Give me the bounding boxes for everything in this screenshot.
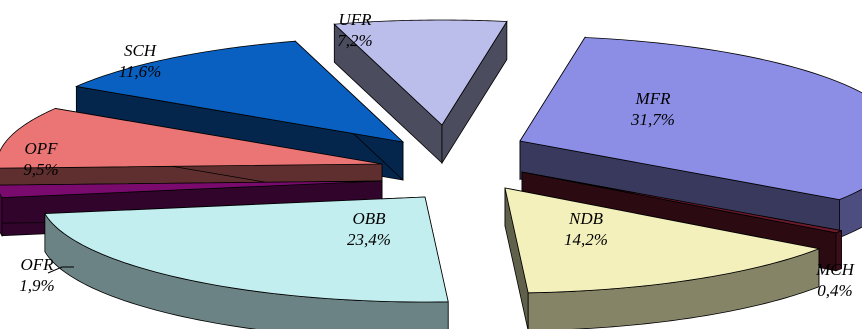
leader-line	[47, 266, 74, 274]
slice-obb	[44, 196, 449, 329]
slice-value-label: 0,4%	[817, 281, 852, 300]
slice-top	[333, 19, 508, 126]
slice-value-label: 7,2%	[337, 31, 372, 50]
slice-value-label: 1,9%	[19, 276, 54, 295]
slice-mfr	[519, 36, 862, 239]
slice-name-label: MFR	[635, 89, 672, 108]
slice-top	[504, 187, 821, 294]
label-opf: OPF 9,5%	[23, 139, 58, 179]
slice-top	[74, 40, 405, 143]
slice-name-label: MCH	[815, 260, 856, 279]
slice-value-label: 11,6%	[119, 62, 162, 81]
slice-name-label: NDB	[568, 209, 604, 228]
label-ufr: UFR 7,2%	[337, 10, 372, 50]
slice-value-label: 23,4%	[347, 230, 391, 249]
slice-name-label: UFR	[338, 10, 372, 29]
slice-ndb	[504, 187, 821, 329]
pie-sides	[0, 19, 862, 329]
label-obb: OBB 23,4%	[347, 209, 391, 249]
slice-value-label: 9,5%	[23, 160, 58, 179]
slice-value-label: 31,7%	[630, 110, 675, 129]
slice-side	[0, 193, 3, 238]
pie-labels: MFR 31,7% MCH 0,4% NDB 14,2% OBB 23,4% OFR 1,9% OP…	[19, 10, 855, 300]
slice-top	[519, 37, 862, 201]
slice-name-label: OFR	[20, 255, 54, 274]
label-ndb: NDB 14,2%	[564, 209, 608, 249]
slice-ufr	[333, 19, 508, 165]
slice-top	[44, 196, 449, 303]
slice-top	[0, 108, 383, 169]
label-mfr: MFR 31,7%	[630, 89, 675, 129]
slice-value-label: 14,2%	[564, 230, 608, 249]
label-ofr: OFR 1,9%	[19, 255, 74, 295]
slice-name-label: OBB	[352, 209, 386, 228]
label-mch: MCH 0,4%	[815, 260, 856, 300]
slice-name-label: OPF	[24, 139, 58, 158]
slice-top	[0, 180, 383, 199]
slice-name-label: SCH	[124, 41, 158, 60]
slice-top	[521, 171, 842, 234]
label-sch: SCH 11,6%	[119, 41, 162, 81]
